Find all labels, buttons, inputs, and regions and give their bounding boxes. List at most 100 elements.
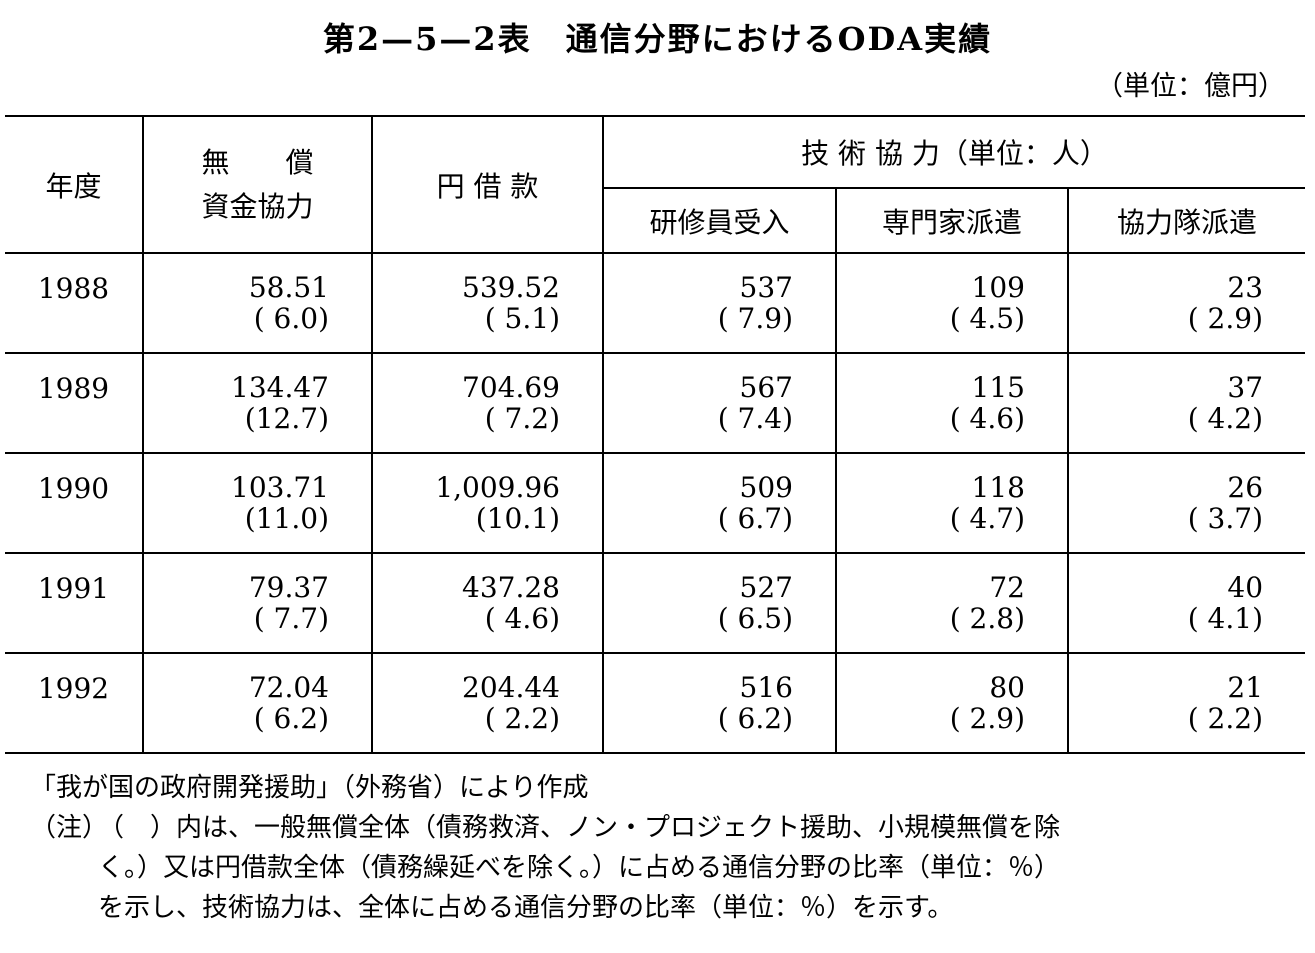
source: 「我が国の政府開発援助」（外務省）により作成 xyxy=(30,773,589,803)
note-label: （注） xyxy=(30,813,109,843)
cell: 527( 6.5) xyxy=(602,552,837,654)
note-line: を示し、技術協力は、全体に占める通信分野の比率（単位：％）を示す。 xyxy=(98,893,954,923)
value: 58.51 xyxy=(248,271,329,304)
value: 516 xyxy=(739,671,793,704)
ratio: (10.1) xyxy=(475,502,560,535)
value: 109 xyxy=(971,271,1025,304)
value: 567 xyxy=(739,371,793,404)
value: 539.52 xyxy=(462,271,560,304)
cell: 103.71 (11.0) xyxy=(142,452,373,554)
header-sub: 専門家派遣 xyxy=(881,205,1022,239)
cell: 539.52( 5.1) xyxy=(371,252,604,354)
cell: 40( 4.1) xyxy=(1066,552,1306,654)
ratio: ( 6.0) xyxy=(253,302,329,335)
header-cell: 技 術 協 力（単位：人） xyxy=(601,115,1306,189)
ratio: (12.7) xyxy=(244,402,329,435)
row: 1988 58.51( 6.0) 539.52( 5.1) 537( 7.9) 109(… xyxy=(5,252,1306,354)
year: 1988 xyxy=(37,272,110,305)
ratio: ( 7.2) xyxy=(484,402,560,435)
header-cell: 協力隊派遣 xyxy=(1066,187,1306,254)
ratio: ( 5.1) xyxy=(484,302,560,335)
value: 537 xyxy=(739,271,793,304)
header-cell: 専門家派遣 xyxy=(835,187,1069,254)
table: 年度 無 償資金協力 円 借 款 技 術 協 力（単位：人） 研修員受入 専門家… xyxy=(5,115,1306,754)
value: 72 xyxy=(989,571,1025,604)
value: 26 xyxy=(1227,471,1264,504)
value: 21 xyxy=(1227,671,1264,704)
cell: 118( 4.7) xyxy=(835,452,1069,554)
row: 1992 72.04( 6.2) 204.44( 2.2) 516( 6.2) 80( … xyxy=(5,652,1306,754)
cell: 72.04( 6.2) xyxy=(142,652,373,754)
value: 103.71 xyxy=(231,471,329,504)
cell: 516( 6.2) xyxy=(602,652,837,754)
cell: 26( 3.7) xyxy=(1066,452,1306,554)
notes: 「我が国の政府開発援助」（外務省）により作成 （注） （ ）内は、一般無償全体（… xyxy=(30,768,1060,928)
value: 1,009.96 xyxy=(435,471,560,504)
value: 527 xyxy=(739,571,793,604)
note-line: く。）又は円借款全体（債務繰延べを除く。）に占める通信分野の比率（単位：％） xyxy=(98,853,1061,883)
ratio: ( 2.2) xyxy=(484,702,560,735)
header-grant: 無 償 xyxy=(201,145,314,179)
ratio: ( 6.2) xyxy=(253,702,329,735)
cell: 115( 4.6) xyxy=(835,352,1069,454)
ratio: ( 2.9) xyxy=(949,702,1025,735)
year: 1989 xyxy=(37,372,110,405)
ratio: (11.0) xyxy=(244,502,329,535)
ratio: ( 6.7) xyxy=(717,502,793,535)
row: 1990 103.71 (11.0) 1,009.96 (10.1) 509( 6.7) 1… xyxy=(5,452,1306,554)
value: 72.04 xyxy=(248,671,329,704)
cell: 1990 xyxy=(5,452,144,554)
cell: 21( 2.2) xyxy=(1066,652,1306,754)
value: 79.37 xyxy=(248,571,329,604)
value: 115 xyxy=(971,371,1025,404)
value: 80 xyxy=(989,671,1025,704)
unit: （単位：億円） xyxy=(1096,71,1285,102)
ratio: ( 2.8) xyxy=(949,602,1025,635)
value: 437.28 xyxy=(462,571,560,604)
year: 1991 xyxy=(37,572,110,605)
row: 1989 134.47 (12.7) 704.69( 7.2) 567( 7.4) 115… xyxy=(5,352,1306,454)
cell: 567( 7.4) xyxy=(602,352,837,454)
header-grant: 資金協力 xyxy=(201,189,314,223)
cell: 1992 xyxy=(5,652,144,754)
ratio: ( 4.7) xyxy=(949,502,1025,535)
header-sub: 協力隊派遣 xyxy=(1117,205,1258,239)
ratio: ( 4.6) xyxy=(484,602,560,635)
ratio: ( 4.6) xyxy=(949,402,1025,435)
cell: 37( 4.2) xyxy=(1066,352,1306,454)
cell: 79.37( 7.7) xyxy=(142,552,373,654)
ratio: ( 4.5) xyxy=(949,302,1025,335)
ratio: ( 7.7) xyxy=(253,602,329,635)
value: 704.69 xyxy=(462,371,560,404)
cell: 1989 xyxy=(5,352,144,454)
header-technical: 技 術 協 力（単位：人） xyxy=(801,137,1108,170)
ratio: ( 4.2) xyxy=(1187,402,1264,435)
ratio: ( 7.9) xyxy=(717,302,793,335)
ratio: ( 4.1) xyxy=(1187,602,1264,635)
title: 第2—5—2表 通信分野におけるODA実績 xyxy=(322,20,993,58)
header-loan: 円 借 款 xyxy=(436,169,539,203)
value: 40 xyxy=(1227,571,1264,604)
value: 204.44 xyxy=(462,671,560,704)
cell: 134.47 (12.7) xyxy=(142,352,373,454)
row: 1991 79.37( 7.7) 437.28( 4.6) 527( 6.5) 72( … xyxy=(5,552,1306,654)
header-cell: 年度 xyxy=(5,115,144,254)
ratio: ( 2.9) xyxy=(1187,302,1264,335)
value: 134.47 xyxy=(231,371,329,404)
ratio: ( 7.4) xyxy=(717,402,793,435)
ratio: ( 6.2) xyxy=(717,702,793,735)
value: 37 xyxy=(1227,371,1264,404)
cell: 1988 xyxy=(5,252,144,354)
year: 1992 xyxy=(37,672,110,705)
ratio: ( 3.7) xyxy=(1187,502,1264,535)
value: 118 xyxy=(971,471,1025,504)
cell: 72( 2.8) xyxy=(835,552,1069,654)
cell: 80( 2.9) xyxy=(835,652,1069,754)
cell: 58.51( 6.0) xyxy=(142,252,373,354)
cell: 204.44( 2.2) xyxy=(371,652,604,754)
note: （注） （ ）内は、一般無償全体（債務救済、ノン・プロジェクト援助、小規模無償を… xyxy=(30,808,1060,928)
header-cell: 無 償資金協力 xyxy=(142,115,373,254)
cell: 509( 6.7) xyxy=(602,452,837,554)
cell: 23( 2.9) xyxy=(1066,252,1306,354)
